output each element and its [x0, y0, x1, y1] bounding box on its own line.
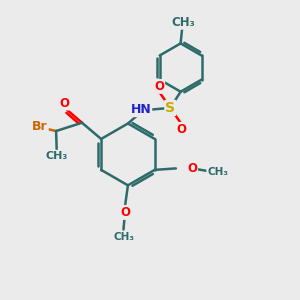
Text: Br: Br: [32, 120, 48, 133]
Text: CH₃: CH₃: [207, 167, 228, 177]
Text: O: O: [187, 162, 197, 175]
Text: CH₃: CH₃: [46, 151, 68, 161]
Text: HN: HN: [130, 103, 151, 116]
Text: CH₃: CH₃: [113, 232, 134, 242]
Text: CH₃: CH₃: [171, 16, 195, 29]
Text: O: O: [120, 206, 130, 219]
Text: O: O: [176, 123, 187, 136]
Text: S: S: [165, 101, 175, 115]
Text: O: O: [154, 80, 164, 93]
Text: O: O: [59, 97, 69, 110]
